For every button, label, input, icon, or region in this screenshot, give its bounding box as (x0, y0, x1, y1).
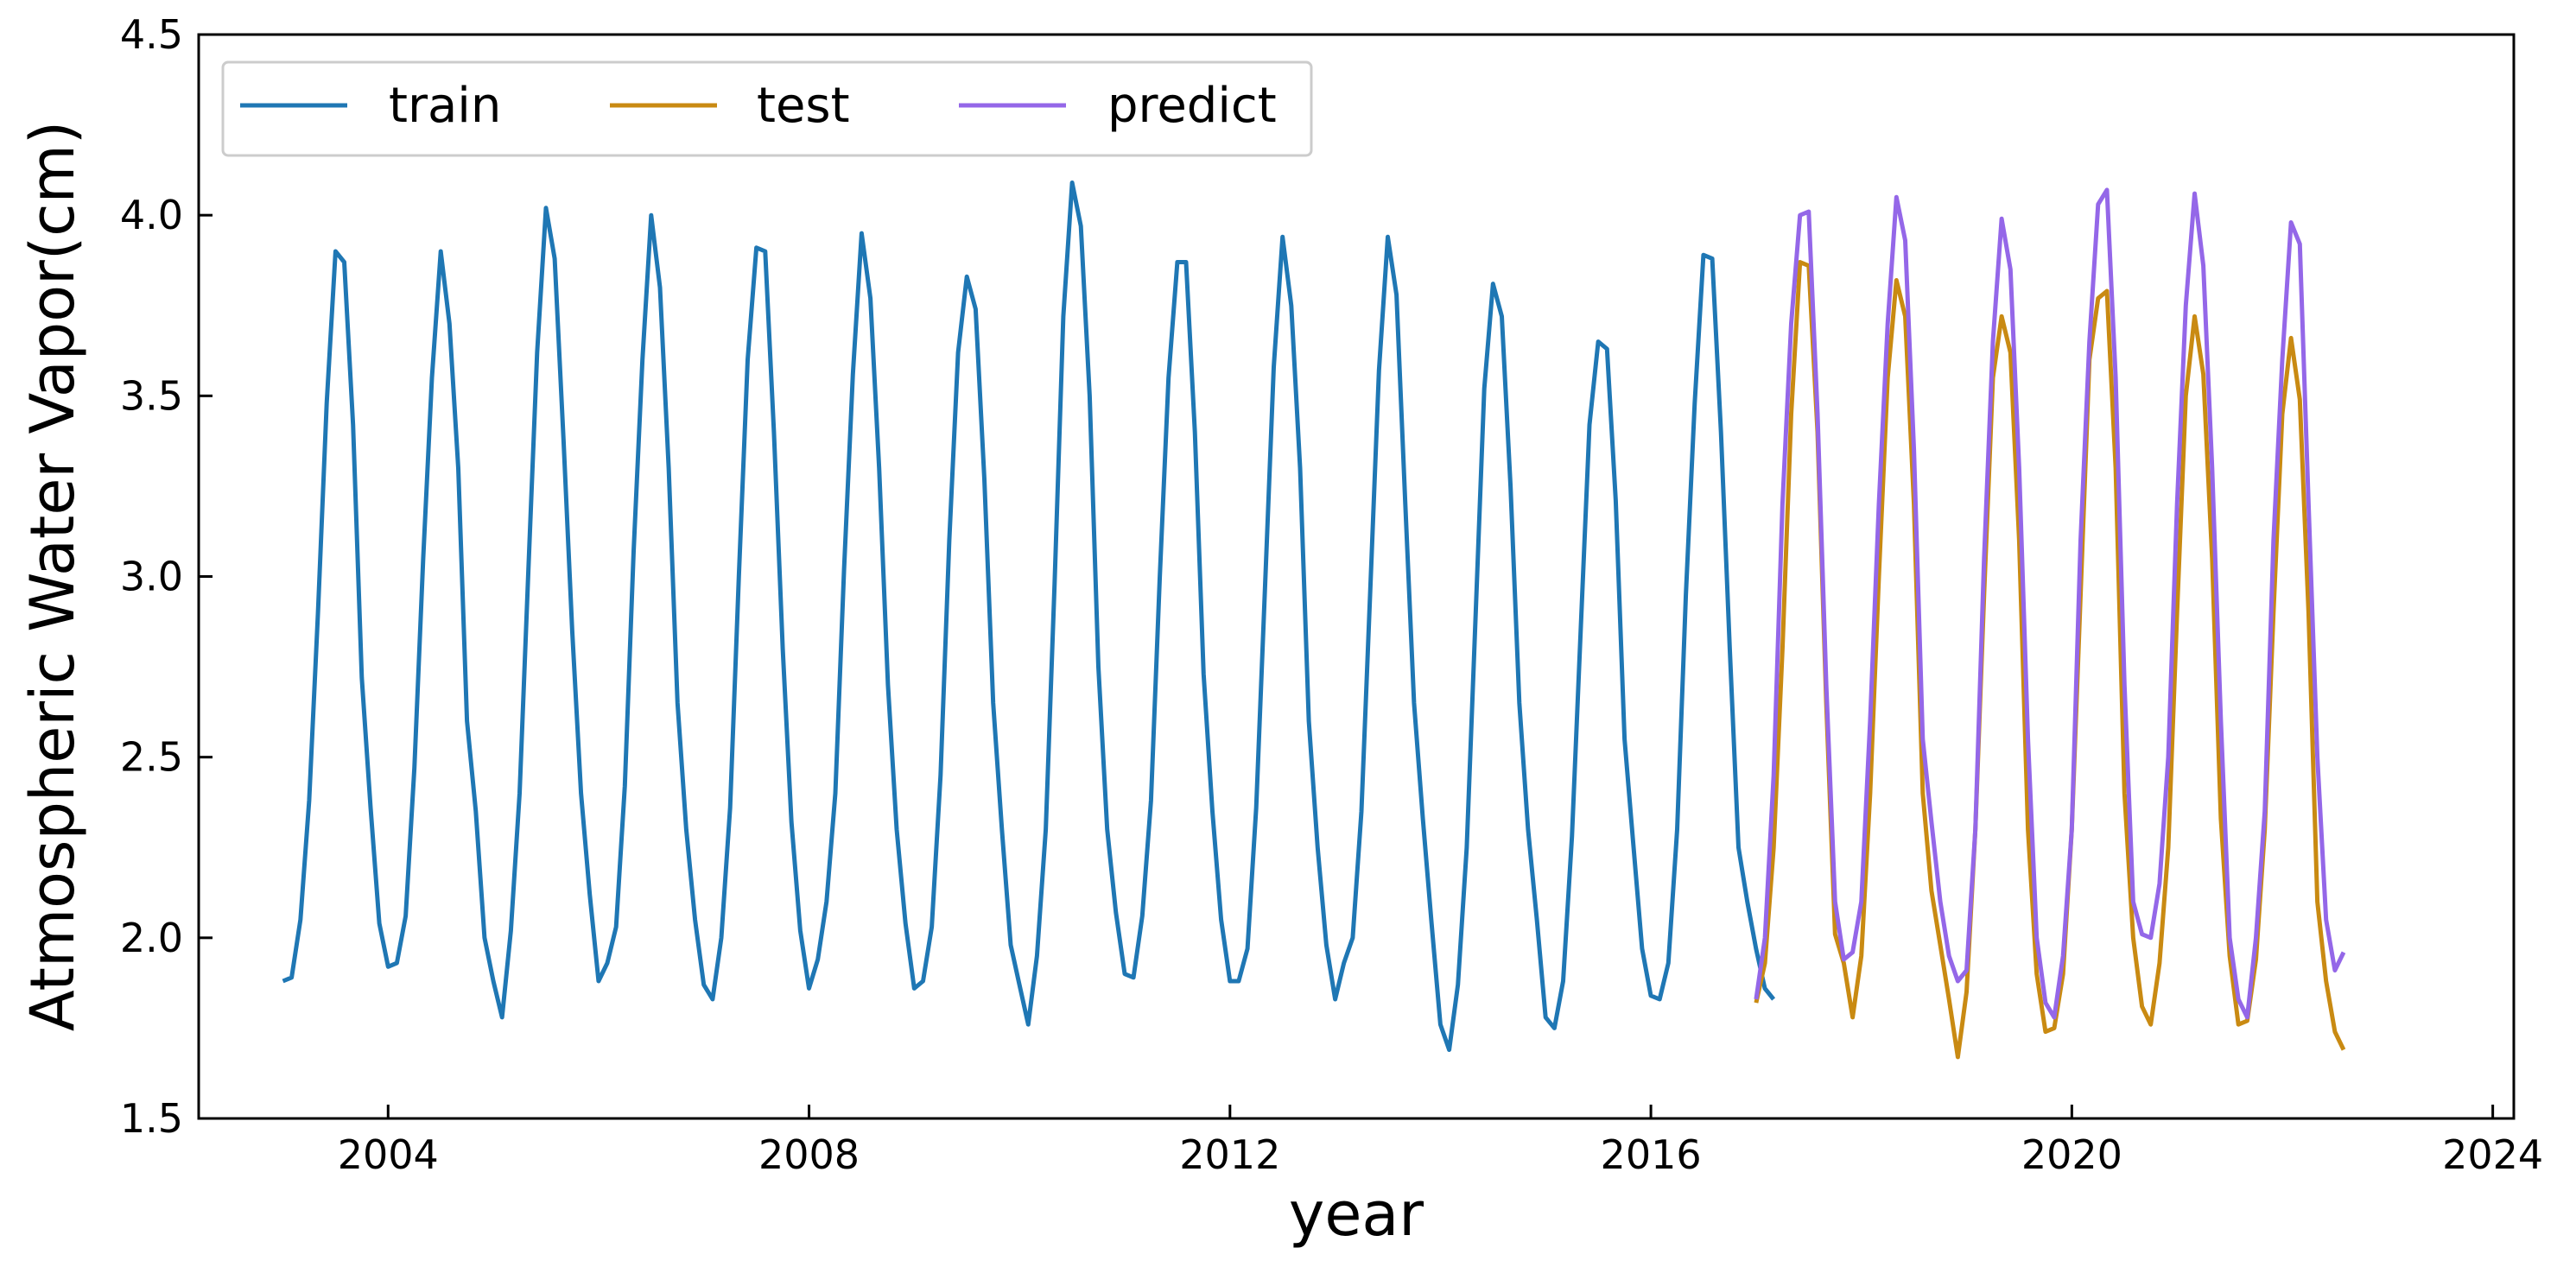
ticks-layer (199, 33, 2495, 1120)
y-tick-label: 2.0 (120, 915, 183, 961)
x-tick-label: 2016 (1601, 1131, 1702, 1178)
series-line-predict (1754, 187, 2346, 1020)
y-tick-label: 2.5 (120, 734, 183, 781)
y-tick-label: 1.5 (120, 1095, 183, 1142)
tick-labels-layer: 2004 2008 2012 2016 2020 2024 1.5 2.0 2.5 3.0 3.5 4… (120, 11, 2543, 1178)
x-tick-label: 2024 (2442, 1131, 2543, 1178)
y-axis-title: Atmospheric Water Vapor(cm) (17, 121, 88, 1031)
series-line-test (1754, 260, 2346, 1060)
x-tick-label: 2004 (338, 1131, 439, 1178)
legend: train test predict (221, 60, 1313, 157)
legend-label-train: train (389, 78, 501, 134)
x-tick-label: 2012 (1179, 1131, 1280, 1178)
x-axis-title: year (1289, 1179, 1424, 1250)
y-tick-label: 4.5 (120, 11, 183, 58)
series-layer (282, 181, 2346, 1060)
legend-label-test: test (757, 78, 850, 134)
legend-label-predict: predict (1107, 78, 1277, 134)
legend-box (221, 60, 1313, 157)
y-tick-label: 3.5 (120, 372, 183, 419)
plot-area (197, 33, 2516, 1120)
x-tick-label: 2008 (758, 1131, 860, 1178)
x-tick-label: 2020 (2021, 1131, 2122, 1178)
y-tick-label: 3.0 (120, 554, 183, 600)
series-line-train (282, 181, 1776, 1052)
y-tick-label: 4.0 (120, 192, 183, 238)
